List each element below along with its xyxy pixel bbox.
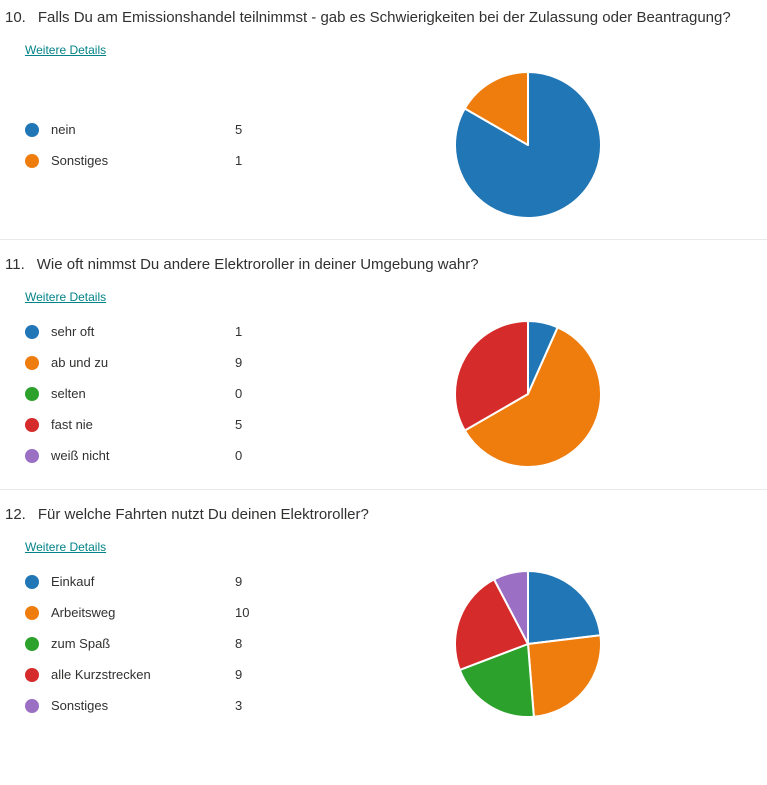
legend-color-swatch bbox=[25, 153, 39, 168]
legend-color-swatch bbox=[25, 386, 39, 401]
details-link[interactable]: Weitere Details bbox=[25, 540, 107, 554]
pie-slice bbox=[463, 325, 602, 468]
legend-item: sehr oft 1 bbox=[25, 316, 275, 347]
legend-label: Sonstiges bbox=[51, 698, 109, 713]
legend-label: Sonstiges bbox=[51, 153, 109, 168]
question-text: Für welche Fahrten nutzt Du deinen Elekt… bbox=[37, 506, 369, 523]
legend-label: nein bbox=[51, 122, 76, 137]
question-number: 12. bbox=[5, 506, 26, 523]
details-link[interactable]: Weitere Details bbox=[25, 290, 107, 304]
legend-label: fast nie bbox=[51, 417, 93, 432]
legend-item: weiß nicht 0 bbox=[25, 440, 275, 471]
pie-chart-svg bbox=[454, 319, 602, 468]
question-section: 11. Wie oft nimmst Du andere Elektrorolle… bbox=[0, 239, 767, 489]
legend-value: 10 bbox=[235, 605, 250, 620]
question-title: 12. Für welche Fahrten nutzt Du deinen El… bbox=[0, 506, 767, 523]
legend-label: alle Kurzstrecken bbox=[51, 667, 151, 682]
legend-value: 9 bbox=[235, 574, 243, 589]
pie-slice bbox=[527, 569, 602, 645]
legend-value: 1 bbox=[235, 153, 243, 168]
legend-label: weiß nicht bbox=[51, 448, 110, 463]
pie-slice bbox=[527, 633, 602, 718]
legend-value: 1 bbox=[235, 324, 243, 339]
legend-value: 8 bbox=[235, 636, 243, 651]
question-number: 10. bbox=[5, 9, 26, 26]
details-link[interactable]: Weitere Details bbox=[25, 43, 107, 57]
legend-item: nein 5 bbox=[25, 114, 275, 145]
legend-color-swatch bbox=[25, 636, 39, 651]
legend-color-swatch bbox=[25, 122, 39, 137]
question-content: Einkauf 9 Arbeitsweg 10 zum Spaß 8 alle Kurzst… bbox=[0, 566, 767, 721]
legend-item: Sonstiges 1 bbox=[25, 145, 275, 176]
legend-color-swatch bbox=[25, 324, 39, 339]
pie-chart-svg bbox=[454, 71, 602, 219]
legend-color-swatch bbox=[25, 355, 39, 370]
pie-slice bbox=[454, 319, 529, 431]
legend-value: 0 bbox=[235, 448, 243, 463]
question-title: 10. Falls Du am Emissionshandel teilnimms… bbox=[0, 9, 767, 26]
legend-color-swatch bbox=[25, 448, 39, 463]
question-text: Falls Du am Emissionshandel teilnimmst -… bbox=[37, 9, 731, 26]
legend-color-swatch bbox=[25, 667, 39, 682]
legend-label: sehr oft bbox=[51, 324, 95, 339]
question-title: 11. Wie oft nimmst Du andere Elektrorolle… bbox=[0, 256, 767, 273]
legend-value: 9 bbox=[235, 667, 243, 682]
legend-item: Sonstiges 3 bbox=[25, 690, 275, 721]
survey-results-page: 10. Falls Du am Emissionshandel teilnimms… bbox=[0, 0, 767, 739]
chart-legend: Einkauf 9 Arbeitsweg 10 zum Spaß 8 alle Kurzst… bbox=[25, 566, 275, 721]
legend-color-swatch bbox=[25, 574, 39, 589]
legend-item: Einkauf 9 bbox=[25, 566, 275, 597]
pie-slice bbox=[454, 577, 529, 671]
legend-value: 5 bbox=[235, 417, 243, 432]
legend-value: 3 bbox=[235, 698, 243, 713]
legend-item: Arbeitsweg 10 bbox=[25, 597, 275, 628]
legend-item: alle Kurzstrecken 9 bbox=[25, 659, 275, 690]
legend-color-swatch bbox=[25, 605, 39, 620]
details-row: Weitere Details bbox=[25, 288, 767, 306]
pie-slice bbox=[458, 642, 535, 718]
details-row: Weitere Details bbox=[25, 41, 767, 59]
question-number: 11. bbox=[5, 256, 25, 273]
question-text: Wie oft nimmst Du andere Elektroroller i… bbox=[36, 256, 479, 273]
details-row: Weitere Details bbox=[25, 538, 767, 556]
pie-slice bbox=[493, 569, 529, 645]
legend-label: Einkauf bbox=[51, 574, 95, 589]
legend-item: zum Spaß 8 bbox=[25, 628, 275, 659]
legend-value: 9 bbox=[235, 355, 243, 370]
legend-color-swatch bbox=[25, 698, 39, 713]
legend-label: zum Spaß bbox=[51, 636, 111, 651]
legend-color-swatch bbox=[25, 417, 39, 432]
chart-legend: nein 5 Sonstiges 1 bbox=[25, 114, 275, 176]
question-content: nein 5 Sonstiges 1 bbox=[0, 69, 767, 221]
pie-slice bbox=[463, 71, 529, 146]
legend-item: selten 0 bbox=[25, 378, 275, 409]
question-content: sehr oft 1 ab und zu 9 selten 0 fast nie 5 weiß … bbox=[0, 316, 767, 471]
chart-legend: sehr oft 1 ab und zu 9 selten 0 fast nie 5 weiß … bbox=[25, 316, 275, 471]
legend-item: ab und zu 9 bbox=[25, 347, 275, 378]
pie-chart bbox=[452, 69, 604, 221]
legend-label: Arbeitsweg bbox=[51, 605, 116, 620]
legend-label: selten bbox=[51, 386, 86, 401]
question-section: 12. Für welche Fahrten nutzt Du deinen El… bbox=[0, 489, 767, 739]
legend-value: 5 bbox=[235, 122, 243, 137]
legend-item: fast nie 5 bbox=[25, 409, 275, 440]
pie-chart bbox=[452, 318, 604, 470]
question-section: 10. Falls Du am Emissionshandel teilnimms… bbox=[0, 0, 767, 239]
pie-chart bbox=[452, 568, 604, 720]
legend-value: 0 bbox=[235, 386, 243, 401]
legend-label: ab und zu bbox=[51, 355, 109, 370]
pie-chart-svg bbox=[454, 569, 602, 718]
